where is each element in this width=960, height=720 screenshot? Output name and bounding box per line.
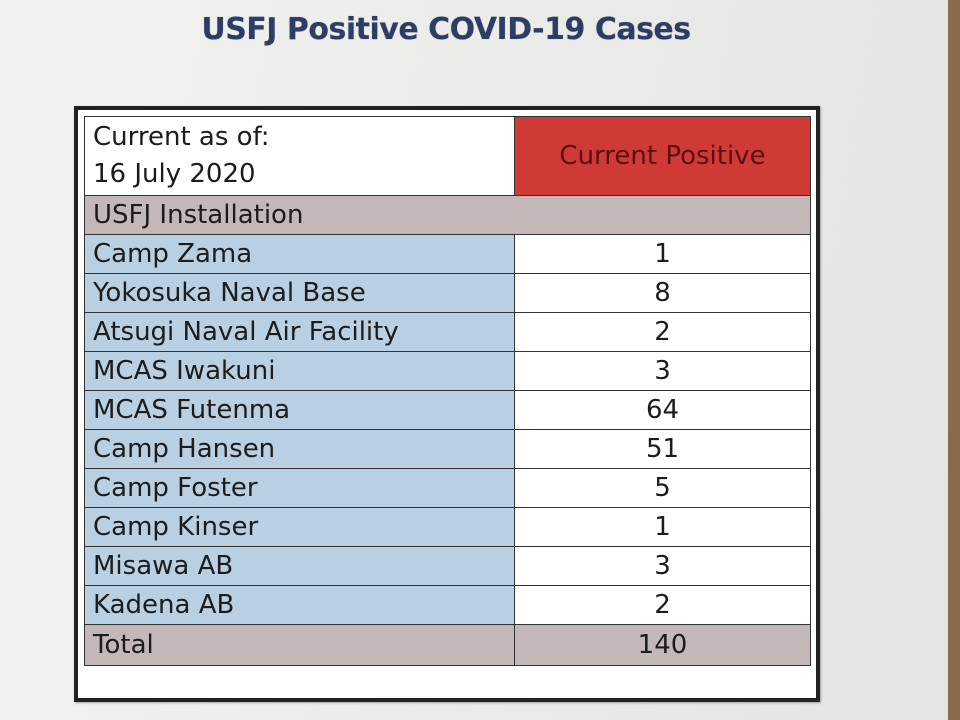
installation-name: Camp Hansen [84,429,515,469]
positive-count: 51 [514,429,811,469]
positive-count: 8 [514,273,811,313]
positive-count: 1 [514,234,811,274]
as-of-cell: Current as of: 16 July 2020 [84,116,515,196]
installation-name: Atsugi Naval Air Facility [84,312,515,352]
installation-header: USFJ Installation [84,195,811,235]
page-title: USFJ Positive COVID-19 Cases [201,12,691,47]
table-row: Camp Hansen 51 [84,429,811,469]
table-row: Camp Kinser 1 [84,507,811,547]
positive-count: 2 [514,312,811,352]
table-row: Camp Zama 1 [84,234,811,274]
installation-header-row: USFJ Installation [84,195,811,235]
table-row: Camp Foster 5 [84,468,811,508]
positive-count: 3 [514,546,811,586]
total-row: Total 140 [84,624,811,666]
installation-name: Camp Zama [84,234,515,274]
total-label: Total [84,624,515,666]
table-row: Kadena AB 2 [84,585,811,625]
positive-count: 5 [514,468,811,508]
table-row: Misawa AB 3 [84,546,811,586]
cases-table: Current as of: 16 July 2020 Current Posi… [84,116,811,666]
installation-name: MCAS Iwakuni [84,351,515,391]
installation-name: Camp Foster [84,468,515,508]
header-row: Current as of: 16 July 2020 Current Posi… [84,116,811,196]
installation-name: Camp Kinser [84,507,515,547]
table-row: Yokosuka Naval Base 8 [84,273,811,313]
table-row: Atsugi Naval Air Facility 2 [84,312,811,352]
table-row: MCAS Iwakuni 3 [84,351,811,391]
total-value: 140 [514,624,811,666]
positive-count: 3 [514,351,811,391]
current-positive-header: Current Positive [514,116,811,196]
cases-table-frame: Current as of: 16 July 2020 Current Posi… [74,106,820,702]
installation-name: Misawa AB [84,546,515,586]
positive-count: 1 [514,507,811,547]
as-of-label: Current as of: [93,122,270,152]
installation-name: Yokosuka Naval Base [84,273,515,313]
as-of-date: 16 July 2020 [93,159,256,189]
positive-count: 64 [514,390,811,430]
positive-count: 2 [514,585,811,625]
table-row: MCAS Futenma 64 [84,390,811,430]
installation-name: Kadena AB [84,585,515,625]
installation-name: MCAS Futenma [84,390,515,430]
